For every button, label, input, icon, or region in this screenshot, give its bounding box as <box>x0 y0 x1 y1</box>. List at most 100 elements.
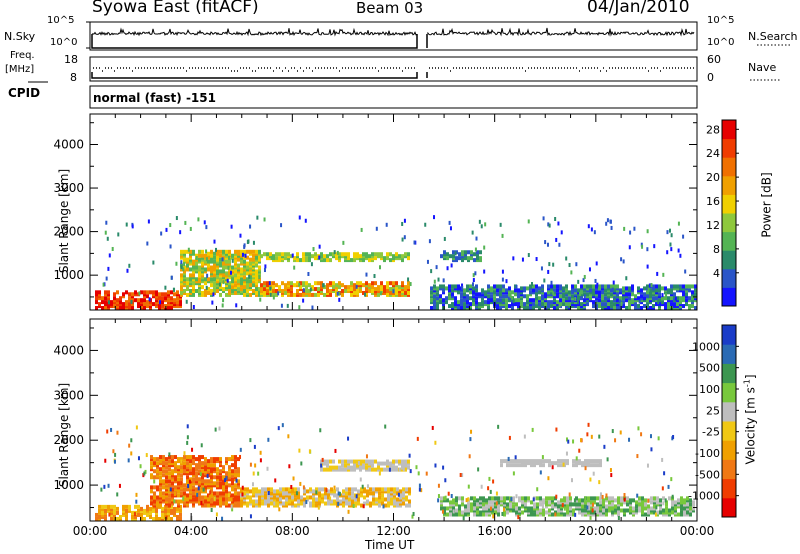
data-cell <box>378 487 381 492</box>
data-cell <box>335 292 338 297</box>
scatter-cell <box>375 226 378 231</box>
data-cell <box>653 500 656 505</box>
data-cell <box>231 497 234 502</box>
scatter-cell <box>649 434 652 439</box>
data-cell <box>518 498 521 503</box>
data-cell <box>201 473 204 478</box>
data-cell <box>545 459 548 464</box>
data-cell <box>393 491 396 496</box>
data-cell <box>509 504 512 509</box>
data-cell <box>186 501 189 506</box>
data-cell <box>440 506 443 511</box>
colorbar-segment <box>722 421 736 441</box>
data-cell <box>560 498 563 503</box>
data-cell <box>449 508 452 513</box>
scatter-cell <box>355 284 358 289</box>
data-cell <box>237 249 240 254</box>
data-cell <box>596 502 599 507</box>
data-cell <box>255 491 258 496</box>
data-cell <box>198 495 201 500</box>
data-cell <box>436 292 439 297</box>
data-cell <box>485 498 488 503</box>
x-tick-label: 00:00 <box>73 524 108 538</box>
scatter-cell <box>587 422 590 427</box>
scatter-cell <box>336 250 339 255</box>
data-cell <box>237 469 240 474</box>
data-cell <box>113 296 116 301</box>
scatter-cell <box>152 260 155 265</box>
nsky-series <box>91 27 695 37</box>
data-cell <box>222 491 225 496</box>
data-cell <box>506 504 509 509</box>
data-cell <box>377 285 380 290</box>
data-cell <box>213 459 216 464</box>
data-cell <box>231 265 234 270</box>
data-cell <box>399 501 402 506</box>
data-cell <box>297 491 300 496</box>
data-cell <box>473 502 476 507</box>
data-cell <box>584 461 587 466</box>
scatter-cell <box>304 218 307 223</box>
data-cell <box>249 501 252 506</box>
data-cell <box>186 467 189 472</box>
data-cell <box>137 298 140 303</box>
data-cell <box>165 457 168 462</box>
scatter-cell <box>125 222 128 227</box>
scatter-cell <box>214 247 217 252</box>
data-cell <box>263 252 266 257</box>
data-cell <box>626 496 629 501</box>
data-cell <box>195 277 198 282</box>
data-cell <box>530 512 533 517</box>
data-cell <box>518 510 521 515</box>
data-cell <box>620 502 623 507</box>
data-cell <box>602 512 605 517</box>
data-cell <box>536 504 539 509</box>
colorbar-tick-label: 1000 <box>692 340 720 353</box>
data-cell <box>638 496 641 501</box>
data-cell <box>327 501 330 506</box>
scatter-cell <box>541 455 544 460</box>
data-cell <box>592 288 595 293</box>
scatter-cell <box>555 427 558 432</box>
data-cell <box>569 508 572 513</box>
data-cell <box>225 489 228 494</box>
data-cell <box>344 459 347 464</box>
data-cell <box>267 499 270 504</box>
data-cell <box>475 284 478 289</box>
data-cell <box>207 483 210 488</box>
data-cell <box>231 455 234 460</box>
data-cell <box>575 461 578 466</box>
data-cell <box>650 496 653 501</box>
data-cell <box>584 512 587 517</box>
data-cell <box>261 501 264 506</box>
data-cell <box>481 288 484 293</box>
scatter-cell <box>647 498 650 503</box>
scatter-cell <box>135 425 138 430</box>
data-cell <box>234 493 237 498</box>
colorbar-tick-label: -500 <box>695 468 720 481</box>
data-cell <box>261 491 264 496</box>
data-cell <box>396 487 399 492</box>
data-cell <box>222 475 225 480</box>
data-cell <box>174 465 177 470</box>
data-cell <box>611 506 614 511</box>
data-cell <box>179 508 182 513</box>
data-cell <box>219 457 222 462</box>
data-cell <box>222 497 225 502</box>
data-cell <box>281 281 284 286</box>
data-cell <box>335 256 338 261</box>
data-cell <box>177 479 180 484</box>
data-cell <box>357 499 360 504</box>
data-cell <box>180 473 183 478</box>
scatter-cell <box>382 504 385 509</box>
data-cell <box>183 463 186 468</box>
data-cell <box>207 501 210 506</box>
data-cell <box>252 503 255 508</box>
data-cell <box>380 467 383 472</box>
data-cell <box>146 504 149 509</box>
data-cell <box>288 499 291 504</box>
data-cell <box>167 517 170 521</box>
data-cell <box>222 487 225 492</box>
data-cell <box>201 471 204 476</box>
data-cell <box>198 477 201 482</box>
